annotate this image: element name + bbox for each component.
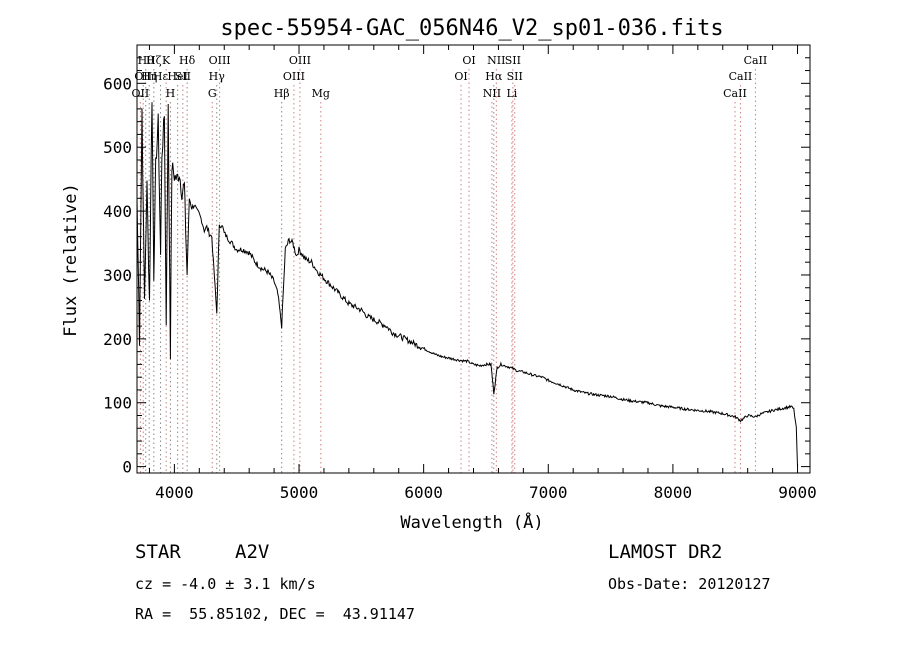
y-tick-label: 200 (103, 330, 132, 349)
y-axis-ticks: 0 100 200 300 400 500 600 (103, 57, 810, 477)
line-marker-label-8: HeI (167, 70, 187, 83)
line-marker-label-9: SII (175, 70, 191, 83)
x-tick-label: 4000 (155, 483, 194, 502)
line-marker-label-26: CaII (723, 87, 747, 100)
x-axis-ticks: 4000 5000 6000 7000 8000 9000 (148, 45, 817, 502)
y-tick-label: 400 (103, 202, 132, 221)
line-marker-label-7: H (166, 87, 176, 100)
line-marker-label-24: SII (505, 54, 521, 67)
line-marker-label-14: Hβ (274, 87, 290, 100)
x-tick-label: 9000 (778, 483, 817, 502)
line-marker-label-27: CaII (729, 70, 753, 83)
coordinates-text: RA = 55.85102, DEC = 43.91147 (135, 605, 415, 623)
line-marker-label-0: OII (132, 87, 150, 100)
y-tick-label: 600 (103, 74, 132, 93)
y-tick-label: 0 (122, 458, 132, 477)
line-marker-label-3: Hη (141, 70, 157, 83)
x-tick-label: 7000 (529, 483, 568, 502)
x-tick-label: 5000 (280, 483, 319, 502)
line-marker-label-20: NII (483, 87, 501, 100)
object-subclass: A2V (235, 541, 270, 563)
x-tick-label: 6000 (404, 483, 443, 502)
line-marker-label-11: G (208, 87, 217, 100)
obs-date-text: Obs-Date: 20120127 (608, 575, 771, 593)
y-tick-label: 300 (103, 266, 132, 285)
line-marker-label-2: Hθ (138, 54, 155, 67)
spectrum-line (136, 102, 798, 467)
x-tick-label: 8000 (654, 483, 693, 502)
y-tick-label: 500 (103, 138, 132, 157)
plot-frame (136, 44, 811, 474)
line-marker-label-1: OII (134, 70, 152, 83)
line-marker-label-16: OIII (289, 54, 311, 67)
y-tick-label: 100 (103, 394, 132, 413)
line-marker-label-19: OI (462, 54, 475, 67)
line-marker-label-5: Hε (153, 70, 169, 83)
line-marker-label-28: CaII (744, 54, 768, 67)
line-markers (139, 69, 756, 473)
redshift-text: cz = -4.0 ± 3.1 km/s (135, 575, 316, 593)
x-axis-label: Wavelength (Å) (400, 511, 543, 533)
line-marker-labels: OIIOIIHθHηHζHεKHHeISIIHδGHγOIIIHβOIIIOII… (132, 54, 768, 100)
line-marker-label-15: OIII (283, 70, 305, 83)
line-marker-label-23: Li (506, 87, 517, 100)
survey-label: LAMOST DR2 (608, 541, 723, 563)
line-marker-label-22: NII (487, 54, 505, 67)
line-marker-label-12: Hγ (209, 70, 226, 83)
line-marker-label-10: Hδ (179, 54, 196, 67)
line-marker-label-17: Mg (312, 87, 330, 100)
line-marker-label-21: Hα (485, 70, 503, 83)
line-marker-label-18: OI (454, 70, 467, 83)
object-class: STAR (135, 541, 181, 563)
line-marker-label-6: K (162, 54, 171, 67)
line-marker-label-13: OIII (209, 54, 231, 67)
line-marker-label-4: Hζ (146, 54, 162, 67)
line-marker-label-25: SII (507, 70, 523, 83)
y-axis-label: Flux (relative) (61, 183, 81, 337)
chart-title: spec-55954-GAC_056N46_V2_sp01-036.fits (220, 16, 723, 41)
